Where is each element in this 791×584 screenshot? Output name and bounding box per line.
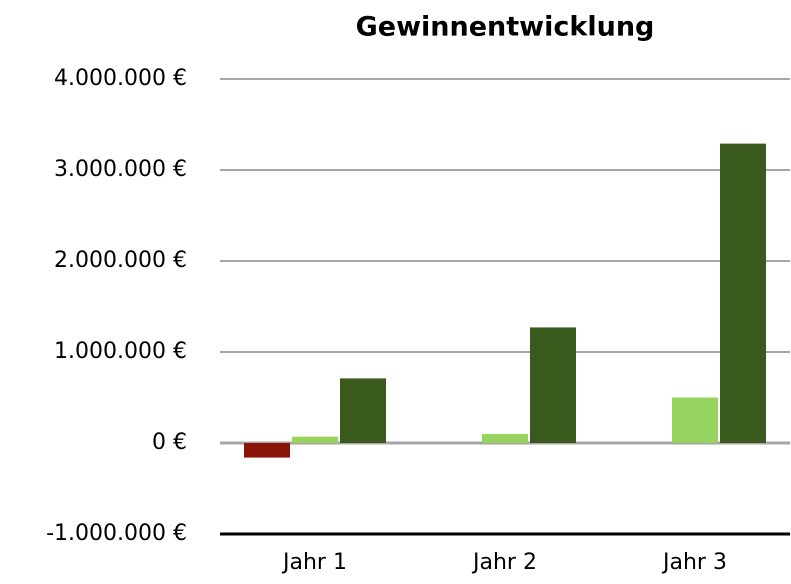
chart-title: Gewinnentwicklung	[356, 12, 655, 43]
y-tick-label: 4.000.000 €	[54, 66, 187, 91]
bar	[292, 436, 338, 443]
y-tick-label: -1.000.000 €	[46, 521, 187, 546]
bar	[482, 433, 528, 443]
y-tick-label: 2.000.000 €	[54, 248, 187, 273]
bar	[340, 378, 386, 443]
bar	[672, 397, 718, 443]
bar	[244, 443, 290, 458]
y-tick-label: 0 €	[152, 430, 187, 455]
bar	[530, 327, 576, 443]
y-tick-label: 1.000.000 €	[54, 339, 187, 364]
bar	[720, 143, 766, 444]
y-tick-label: 3.000.000 €	[54, 157, 187, 182]
x-tick-label: Jahr 3	[661, 550, 727, 575]
x-tick-label: Jahr 1	[281, 550, 347, 575]
x-tick-label: Jahr 2	[471, 550, 537, 575]
